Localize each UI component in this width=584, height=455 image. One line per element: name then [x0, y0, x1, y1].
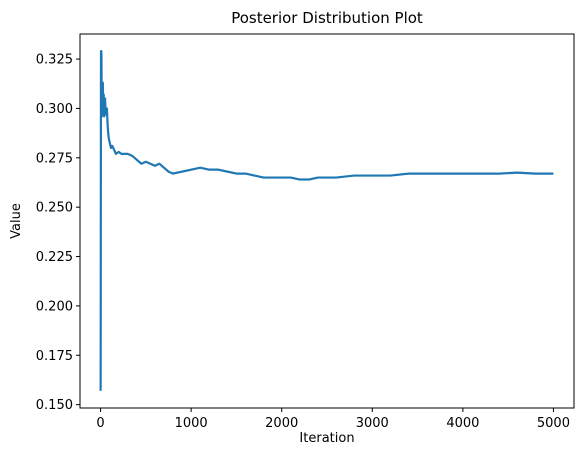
- y-tick-label: 0.275: [36, 151, 73, 166]
- y-axis-label: Value: [9, 203, 24, 239]
- x-tick-label: 0: [96, 416, 104, 431]
- y-tick-label: 0.300: [36, 102, 73, 117]
- x-axis: 0 1000 2000 3000 4000 5000: [96, 408, 570, 431]
- y-tick-label: 0.250: [36, 201, 73, 216]
- chart-title: Posterior Distribution Plot: [231, 9, 423, 27]
- axes-frame: [79, 33, 575, 409]
- x-tick-label: 1000: [175, 416, 208, 431]
- plot-area: [99, 50, 554, 391]
- x-axis-label: Iteration: [299, 431, 354, 446]
- y-tick-label: 0.175: [36, 349, 73, 364]
- series-line-0: [99, 50, 554, 391]
- y-tick-label: 0.150: [36, 398, 73, 413]
- y-tick-label: 0.325: [36, 53, 73, 68]
- x-tick-label: 4000: [446, 416, 479, 431]
- x-tick-label: 2000: [265, 416, 298, 431]
- y-tick-label: 0.225: [36, 250, 73, 265]
- x-tick-label: 5000: [537, 416, 570, 431]
- y-axis: 0.150 0.175 0.200 0.225 0.250 0.275 0.300 0.325: [36, 53, 80, 413]
- y-tick-label: 0.200: [36, 299, 73, 314]
- x-tick-label: 3000: [356, 416, 389, 431]
